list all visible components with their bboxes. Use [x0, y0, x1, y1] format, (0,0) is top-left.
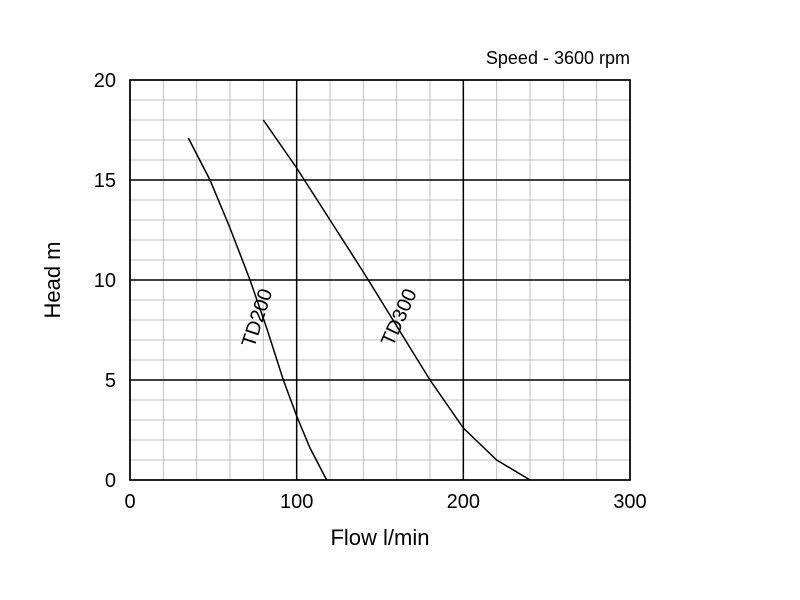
x-tick-label: 0 — [124, 491, 135, 513]
y-tick-label: 20 — [94, 70, 116, 92]
y-tick-label: 0 — [105, 470, 116, 492]
pump-curve-chart: TD200TD300010020030005101520Flow l/minHe… — [0, 0, 800, 600]
x-tick-label: 100 — [280, 491, 313, 513]
y-tick-label: 5 — [105, 370, 116, 392]
chart-container: { "chart": { "type": "line", "xlim": [0,… — [0, 0, 800, 600]
speed-label: Speed - 3600 rpm — [486, 48, 630, 68]
x-axis-title: Flow l/min — [330, 525, 429, 550]
y-tick-label: 15 — [94, 170, 116, 192]
y-tick-label: 10 — [94, 270, 116, 292]
x-tick-label: 200 — [447, 491, 480, 513]
x-tick-label: 300 — [613, 491, 646, 513]
y-axis-title: Head m — [40, 241, 65, 318]
